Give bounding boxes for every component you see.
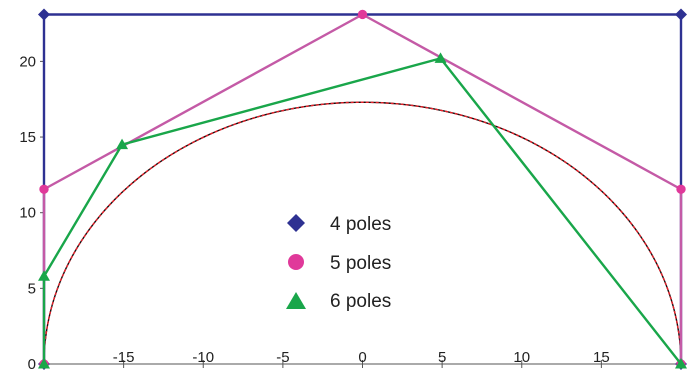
legend-marker-triangle [286,292,306,309]
series-5-poles [39,9,686,369]
legend-item-5-poles: 5 poles [288,253,391,274]
data-point-triangle [116,138,129,150]
data-point-triangle [38,270,50,281]
series-line [42,57,682,365]
y-axis: 0 5 10 15 20 [19,12,45,373]
series-group [38,8,687,370]
legend-marker-circle [288,254,304,270]
data-point-triangle [38,358,50,369]
legend-item-6-poles: 6 poles [286,291,391,312]
series-6-poles [38,52,687,369]
x-axis: -15 -10 -5 0 5 10 15 [44,349,681,368]
x-tick-label: -5 [276,349,289,366]
y-tick-label: 20 [19,53,36,70]
x-tick-label: -15 [113,349,135,366]
legend-item-4-poles: 4 poles [287,214,391,235]
legend-label-6-poles: 6 poles [330,291,391,312]
data-point-circle [357,9,368,20]
data-point-triangle [675,358,687,369]
y-tick-label: 5 [28,280,36,297]
y-tick-label: 10 [19,205,36,222]
data-point-circle [39,184,49,194]
data-point-diamond [675,8,687,21]
legend-marker-diamond [287,214,305,232]
reference-curve-dashed [43,101,682,365]
series-4-poles [38,8,687,370]
data-point-circle [676,184,686,194]
legend-label-5-poles: 5 poles [330,253,391,274]
data-point-diamond [38,8,50,21]
x-tick-label: -10 [192,349,214,366]
legend: 4 poles 5 poles 6 poles [286,214,391,312]
x-tick-label: 10 [513,349,530,366]
x-tick-label: 15 [593,349,610,366]
legend-label-4-poles: 4 poles [330,214,391,235]
x-tick-label: 5 [438,349,446,366]
x-tick-label: 0 [358,349,366,366]
curves [43,101,682,365]
data-point-triangle [434,52,447,63]
y-tick-label: 0 [28,356,36,373]
y-tick-label: 15 [19,129,36,146]
